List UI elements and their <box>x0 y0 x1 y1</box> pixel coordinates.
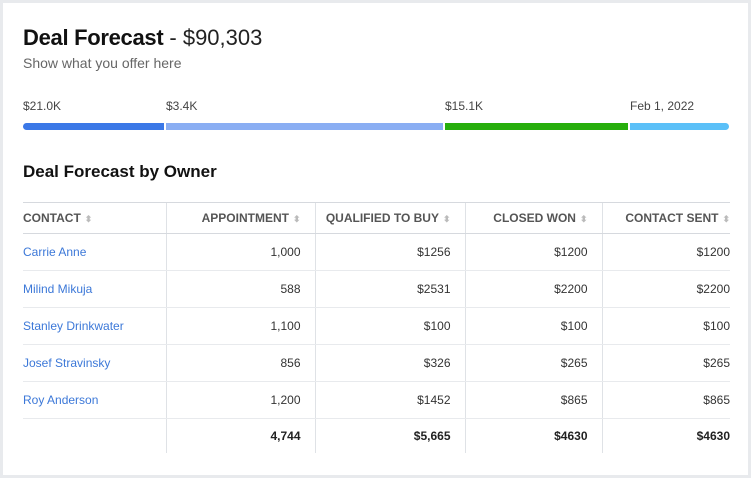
cell: $265 <box>601 344 730 382</box>
total-amount: - $90,303 <box>169 25 263 50</box>
cell: $100 <box>601 307 730 345</box>
contact-link[interactable]: Carrie Anne <box>23 245 87 259</box>
cell: $100 <box>314 307 465 345</box>
totals-row: 4,744 $5,665 $4630 $4630 <box>23 418 730 453</box>
sort-icon[interactable]: ⬍ <box>579 214 588 224</box>
progress-label: Feb 1, 2022 <box>630 99 695 113</box>
contact-link[interactable]: Milind Mikuja <box>23 282 93 296</box>
cell: $265 <box>464 344 602 382</box>
cell: $865 <box>601 381 730 419</box>
cell: $1256 <box>314 233 465 271</box>
contact-link[interactable]: Stanley Drinkwater <box>23 319 124 333</box>
progress-label: $21.0K <box>23 99 62 113</box>
cell: $2531 <box>314 270 465 308</box>
table-row: Carrie Anne 1,000 $1256 $1200 $1200 <box>23 233 730 271</box>
progress-label: $15.1K <box>445 99 484 113</box>
sort-icon[interactable]: ⬍ <box>292 214 301 224</box>
deal-forecast-card: Deal Forecast - $90,303 Show what you off… <box>3 3 748 475</box>
column-header-qualified[interactable]: QUALIFIED TO BUY ⬍ <box>314 202 465 234</box>
progress-segment-1 <box>23 123 164 130</box>
owner-forecast-table: CONTACT ⬍ APPOINTMENT ⬍ QUALIFIED TO BUY ⬍ … <box>23 202 730 453</box>
total-cell: $5,665 <box>314 418 465 453</box>
cell: 1,000 <box>165 233 315 271</box>
cell: $1200 <box>464 233 602 271</box>
table-row: Milind Mikuja 588 $2531 $2200 $2200 <box>23 270 730 308</box>
table-row: Josef Stravinsky 856 $326 $265 $265 <box>23 344 730 382</box>
cell: $326 <box>314 344 465 382</box>
cell: $100 <box>464 307 602 345</box>
page-title: Deal Forecast - $90,303 <box>23 25 262 51</box>
cell: $865 <box>464 381 602 419</box>
cell: 856 <box>165 344 315 382</box>
cell: 1,200 <box>165 381 315 419</box>
total-cell: $4630 <box>464 418 602 453</box>
table-row: Roy Anderson 1,200 $1452 $865 $865 <box>23 381 730 419</box>
column-header-appointment[interactable]: APPOINTMENT ⬍ <box>165 202 315 234</box>
total-cell: $4630 <box>601 418 730 453</box>
contact-link[interactable]: Roy Anderson <box>23 393 99 407</box>
sort-icon[interactable]: ⬍ <box>722 214 730 224</box>
total-cell <box>23 419 166 453</box>
progress-segment-2 <box>166 123 443 130</box>
section-title: Deal Forecast by Owner <box>23 162 217 181</box>
sort-icon[interactable]: ⬍ <box>442 214 451 224</box>
progress-segment-3 <box>445 123 628 130</box>
column-header-contact-sent[interactable]: CONTACT SENT ⬍ <box>601 202 730 234</box>
contact-link[interactable]: Josef Stravinsky <box>23 356 111 370</box>
cell: $2200 <box>601 270 730 308</box>
cell: 588 <box>165 270 315 308</box>
table-row: Stanley Drinkwater 1,100 $100 $100 $100 <box>23 307 730 345</box>
cell: $1452 <box>314 381 465 419</box>
cell: 1,100 <box>165 307 315 345</box>
cell: $1200 <box>601 233 730 271</box>
table-header-row: CONTACT ⬍ APPOINTMENT ⬍ QUALIFIED TO BUY ⬍ … <box>23 202 730 234</box>
column-header-closed-won[interactable]: CLOSED WON ⬍ <box>464 202 602 234</box>
subtitle: Show what you offer here <box>23 55 182 71</box>
total-cell: 4,744 <box>165 418 315 453</box>
progress-segment-4 <box>630 123 729 130</box>
cell: $2200 <box>464 270 602 308</box>
sort-icon[interactable]: ⬍ <box>84 214 93 224</box>
title-text: Deal Forecast <box>23 25 164 50</box>
progress-label: $3.4K <box>166 99 198 113</box>
column-header-contact[interactable]: CONTACT ⬍ <box>23 202 166 234</box>
